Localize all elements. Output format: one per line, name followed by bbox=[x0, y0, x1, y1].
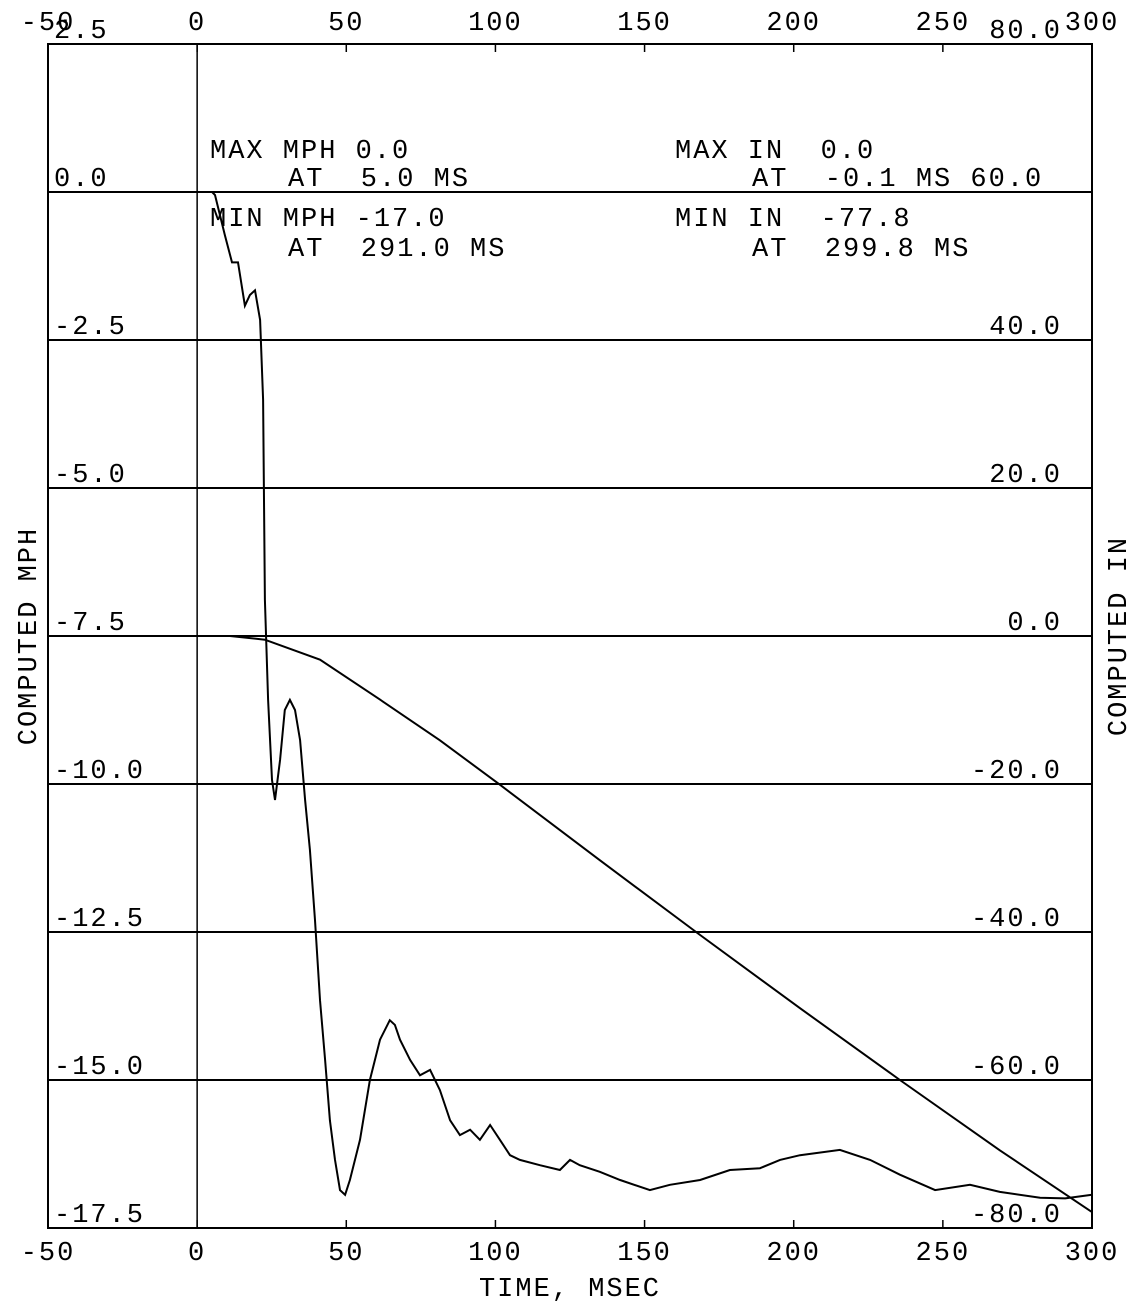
annotation: AT -0.1 MS 60.0 bbox=[752, 165, 1043, 195]
y-tick-label: -7.5 bbox=[54, 609, 127, 639]
annotation: AT 5.0 MS bbox=[288, 165, 470, 195]
y-tick-label: -12.5 bbox=[54, 905, 145, 935]
series-line bbox=[211, 191, 1093, 1200]
x-tick-label: 200 bbox=[766, 9, 821, 39]
y2-tick-label: -20.0 bbox=[971, 757, 1062, 787]
x-tick-label: 250 bbox=[916, 9, 971, 39]
x-tick-label: 0 bbox=[188, 9, 206, 39]
x-tick-label: 100 bbox=[468, 9, 523, 39]
x-axis-label: TIME, MSEC bbox=[479, 1275, 661, 1305]
annotation: MIN MPH -17.0 bbox=[210, 205, 447, 235]
annotation: AT 299.8 MS bbox=[752, 235, 970, 265]
x-tick-label: 150 bbox=[617, 9, 672, 39]
x-tick-label: 200 bbox=[766, 1239, 821, 1269]
x-tick-label: 300 bbox=[1065, 9, 1120, 39]
y-tick-label: -5.0 bbox=[54, 461, 127, 491]
y2-tick-label: 40.0 bbox=[989, 313, 1062, 343]
annotation: MAX MPH 0.0 bbox=[210, 137, 410, 167]
x-tick-label: 250 bbox=[916, 1239, 971, 1269]
series-line bbox=[197, 635, 1092, 1213]
x-tick-label: 50 bbox=[328, 9, 364, 39]
y-tick-label: -10.0 bbox=[54, 757, 145, 787]
x-tick-label: -50 bbox=[21, 9, 76, 39]
y2-axis-label: COMPUTED IN bbox=[1105, 536, 1134, 736]
y-tick-label: 0.0 bbox=[54, 165, 109, 195]
x-tick-label: 150 bbox=[617, 1239, 672, 1269]
y2-tick-label: -40.0 bbox=[971, 905, 1062, 935]
y-tick-label: 2.5 bbox=[54, 17, 109, 47]
annotation: MAX IN 0.0 bbox=[675, 137, 875, 167]
y-tick-label: -17.5 bbox=[54, 1201, 145, 1231]
y2-tick-label: 80.0 bbox=[989, 17, 1062, 47]
x-tick-label: 0 bbox=[188, 1239, 206, 1269]
x-tick-label: 50 bbox=[328, 1239, 364, 1269]
y2-tick-label: 0.0 bbox=[1007, 609, 1062, 639]
x-tick-label: 100 bbox=[468, 1239, 523, 1269]
annotation: AT 291.0 MS bbox=[288, 235, 506, 265]
y2-tick-label: 20.0 bbox=[989, 461, 1062, 491]
x-tick-label: -50 bbox=[21, 1239, 76, 1269]
y-axis-label: COMPUTED MPH bbox=[15, 527, 45, 745]
y2-tick-label: -80.0 bbox=[971, 1201, 1062, 1231]
y2-tick-label: -60.0 bbox=[971, 1053, 1062, 1083]
y-tick-label: -2.5 bbox=[54, 313, 127, 343]
y-tick-label: -15.0 bbox=[54, 1053, 145, 1083]
annotation: MIN IN -77.8 bbox=[675, 205, 912, 235]
x-tick-label: 300 bbox=[1065, 1239, 1120, 1269]
